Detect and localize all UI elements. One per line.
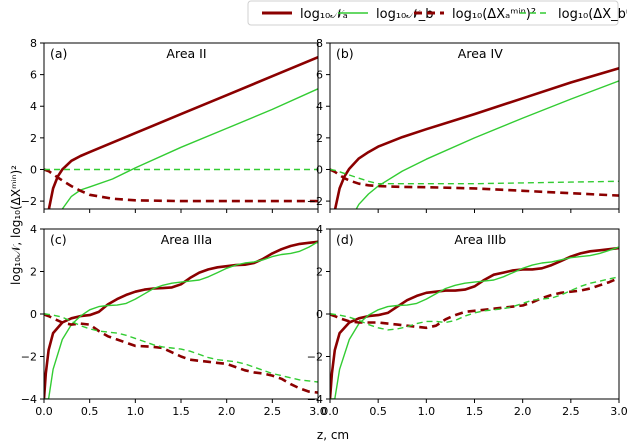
series-line-Nb: [355, 80, 619, 209]
panel-1: −2 0 2 4 6 8 (b) Area IV: [307, 37, 620, 213]
x-tick-label: 0.5: [81, 405, 99, 418]
series-group: [44, 240, 318, 399]
series-line-dXa: [44, 312, 318, 394]
x-tick-label: 1.0: [127, 405, 145, 418]
series-line-Nb: [44, 241, 318, 399]
y-tick-label: 4: [316, 100, 323, 113]
legend: log₁₀𝒩ₐ log₁₀𝒩_b log₁₀(ΔXₐᵐⁱⁿ)² log₁₀(ΔX…: [247, 0, 627, 26]
y-tick-label: 8: [316, 37, 323, 50]
series-line-Na: [333, 67, 619, 209]
y-tick-label: 2: [30, 266, 37, 279]
panel-letter: (a): [50, 46, 67, 61]
x-tick-label: 1.5: [466, 405, 484, 418]
panels: −2 0 2 4 6 8 (a) Area II −2 0 2 4 6 8 (b) Area IV 0.0 0.5…: [21, 37, 627, 418]
legend-label-na: log₁₀𝒩ₐ: [300, 7, 348, 22]
x-tick-label: 1.5: [172, 405, 190, 418]
y-tick-label: −4: [307, 393, 323, 406]
y-tick-label: 8: [30, 37, 37, 50]
legend-label-nb: log₁₀𝒩_b: [376, 7, 433, 22]
panel-title: Area II: [166, 46, 206, 61]
series-line-dXb: [44, 313, 318, 383]
panel-letter: (c): [50, 232, 67, 247]
panel-letter: (b): [336, 46, 354, 61]
series-group: [330, 67, 619, 209]
series-group: [330, 246, 619, 399]
legend-label-dxa: log₁₀(ΔXₐᵐⁱⁿ)²: [452, 7, 536, 22]
y-tick-label: 2: [316, 132, 323, 145]
x-tick-label: 1.0: [418, 405, 436, 418]
x-tick-label: 3.0: [309, 405, 327, 418]
series-line-Nb: [330, 246, 619, 399]
series-line-dXb: [330, 276, 619, 331]
y-tick-label: 2: [316, 266, 323, 279]
y-tick-label: −2: [21, 195, 37, 208]
series-line-Na: [44, 240, 318, 399]
axes-frame: [329, 42, 620, 210]
x-tick-label: 2.0: [218, 405, 236, 418]
x-axis-title: z, cm: [317, 428, 349, 442]
y-tick-label: 2: [30, 132, 37, 145]
panel-0: −2 0 2 4 6 8 (a) Area II: [21, 37, 319, 213]
y-tick-label: −4: [21, 393, 37, 406]
axes-frame: [43, 42, 319, 210]
y-tick-label: 6: [316, 69, 323, 82]
y-tick-label: −2: [307, 351, 323, 364]
x-tick-label: 0.0: [35, 405, 53, 418]
panel-title: Area IIIa: [161, 232, 212, 247]
panel-title: Area IV: [458, 46, 503, 61]
y-tick-label: 4: [30, 100, 37, 113]
series-line-dXa: [44, 168, 318, 203]
axes-frame: [43, 228, 319, 400]
legend-label-dxb: log₁₀(ΔX_bᵐⁱⁿ)²: [558, 7, 627, 22]
y-tick-label: 0: [30, 163, 37, 176]
y-tick-label: 0: [30, 308, 37, 321]
y-axis-title: log₁₀𝒩, log₁₀(ΔXᵐⁱⁿ)²: [9, 165, 23, 285]
panel-letter: (d): [336, 232, 354, 247]
y-tick-label: 6: [30, 69, 37, 82]
series-line-Na: [47, 55, 318, 209]
y-tick-label: 0: [316, 163, 323, 176]
x-tick-label: 2.5: [264, 405, 282, 418]
x-tick-label: 2.0: [514, 405, 532, 418]
series-group: [44, 55, 318, 209]
x-tick-label: 2.5: [562, 405, 580, 418]
y-tick-label: 4: [30, 223, 37, 236]
series-line-Nb: [61, 88, 318, 209]
x-tick-label: 3.0: [610, 405, 627, 418]
y-tick-label: 0: [316, 308, 323, 321]
y-tick-label: −2: [307, 195, 323, 208]
y-tick-label: −2: [21, 351, 37, 364]
x-tick-label: 0.5: [369, 405, 387, 418]
series-line-dXa: [330, 168, 619, 197]
x-tick-label: 0.0: [321, 405, 339, 418]
y-tick-label: 4: [316, 223, 323, 236]
panel-title: Area IIIb: [454, 232, 506, 247]
series-line-dXb: [330, 168, 619, 185]
